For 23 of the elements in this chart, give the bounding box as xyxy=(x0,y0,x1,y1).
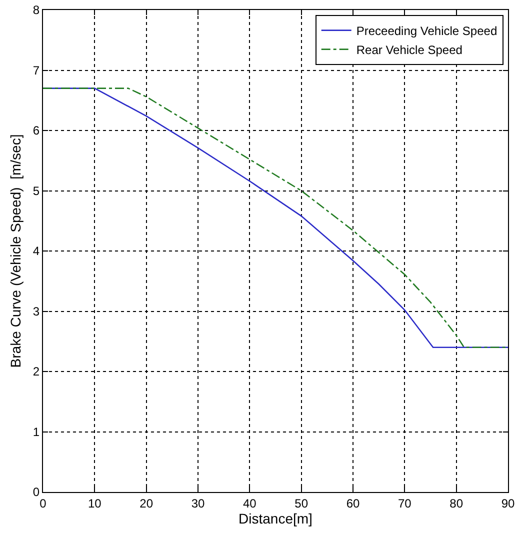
x-tick-label: 60 xyxy=(346,496,360,510)
y-tick-label: 6 xyxy=(32,124,40,138)
x-tick-label: 20 xyxy=(140,496,154,510)
legend-label: Preceeding Vehicle Speed xyxy=(356,24,498,38)
x-tick-label: 90 xyxy=(501,496,515,510)
x-tick-label: 10 xyxy=(88,496,102,510)
line-series xyxy=(43,88,508,348)
y-tick-label: 3 xyxy=(32,304,40,318)
y-tick-label: 5 xyxy=(32,184,40,198)
x-tick-label: 40 xyxy=(242,496,257,510)
y-tick-label: 1 xyxy=(32,424,40,439)
y-tick-label: 2 xyxy=(32,364,40,379)
x-tick-label: 70 xyxy=(398,496,412,510)
y-tick-label: 8 xyxy=(32,3,40,18)
legend-label: Rear Vehicle Speed xyxy=(356,43,462,57)
y-tick-label: 7 xyxy=(32,63,40,78)
y-axis-title: Brake Curve (Vehicle Speed) [m/sec] xyxy=(8,134,24,368)
x-axis-title: Distance[m] xyxy=(238,510,312,527)
x-tick-label: 30 xyxy=(191,496,205,510)
y-tick-label: 0 xyxy=(32,485,40,500)
x-tick-label: 80 xyxy=(450,496,464,510)
x-tick-label: 50 xyxy=(294,496,308,510)
y-tick-label: 4 xyxy=(32,244,40,258)
